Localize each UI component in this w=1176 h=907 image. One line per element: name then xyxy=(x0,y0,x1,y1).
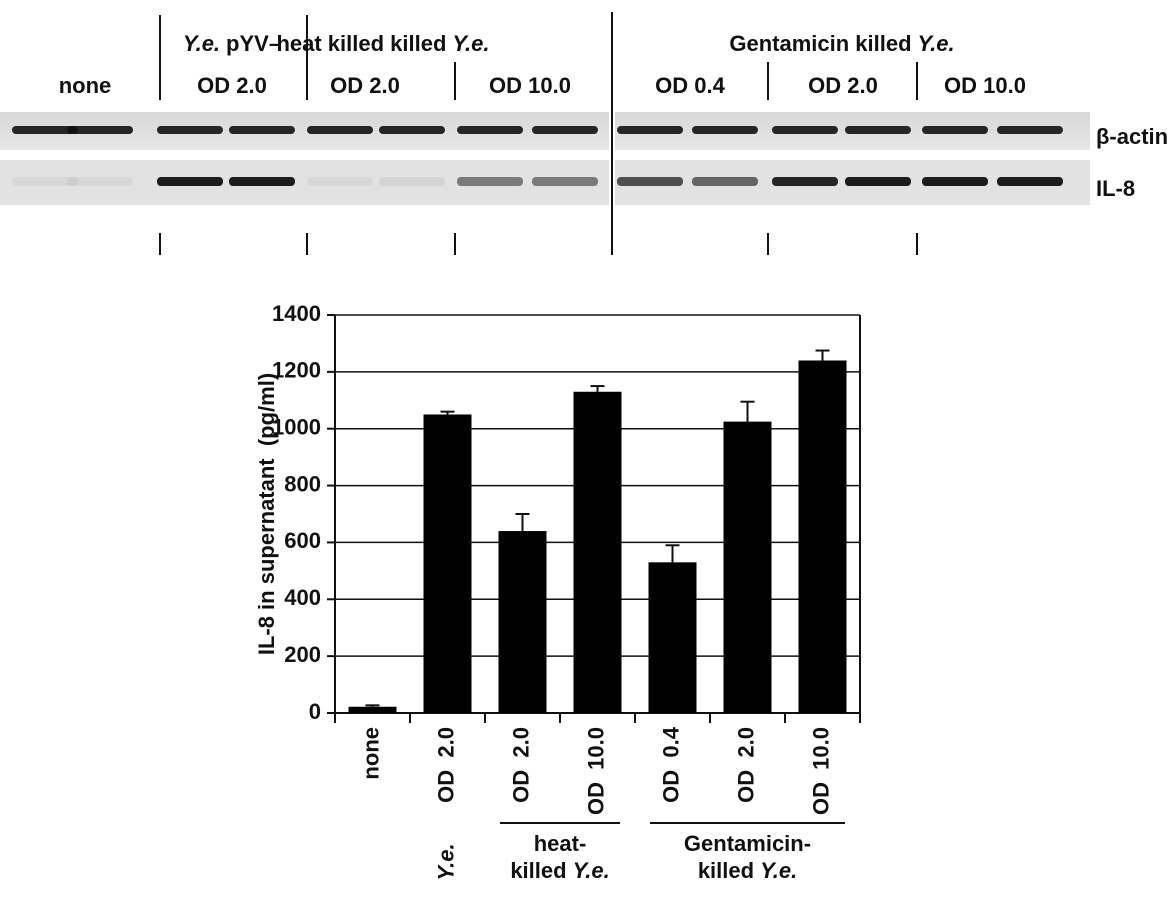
condition-label: OD 2.0 xyxy=(808,73,878,98)
figure: Y.e.pYV–heat killed killedY.e.Gentamicin… xyxy=(0,0,1176,907)
group-label-part: pYV– xyxy=(226,31,281,56)
band xyxy=(457,177,523,186)
bar xyxy=(574,392,622,713)
x-tick-label: OD 2.0 xyxy=(508,727,533,803)
x-tick-label: OD 2.0 xyxy=(433,727,458,803)
band xyxy=(922,126,988,134)
condition-label: OD 2.0 xyxy=(197,73,267,98)
x-tick-label: OD 0.4 xyxy=(658,726,683,803)
condition-label: OD 2.0 xyxy=(330,73,400,98)
band xyxy=(922,177,988,186)
band xyxy=(307,177,373,186)
band xyxy=(617,126,683,134)
group-label-part: killed xyxy=(698,858,754,883)
group-label: heat- xyxy=(534,831,587,856)
group-label-part: Y.e. xyxy=(918,31,955,56)
band xyxy=(845,177,911,186)
x-tick-label: OD 2.0 xyxy=(733,727,758,803)
row-label: IL-8 xyxy=(1096,176,1135,201)
band xyxy=(692,177,758,186)
bar xyxy=(349,707,397,713)
band xyxy=(532,126,598,134)
band xyxy=(532,177,598,186)
condition-label: OD 10.0 xyxy=(489,73,571,98)
group-label: Y.e. xyxy=(433,843,458,880)
band xyxy=(772,126,838,134)
group-label-part: Y.e. xyxy=(452,31,489,56)
band xyxy=(617,177,683,186)
group-label: killed Y.e. xyxy=(510,858,609,883)
band xyxy=(67,177,133,186)
y-tick-label: 0 xyxy=(309,699,321,724)
band xyxy=(229,177,295,186)
band xyxy=(157,126,223,134)
bar xyxy=(724,422,772,713)
bar-chart: 0 200 400 600 800 1000 1200 1400 IL-8 in superna… xyxy=(254,301,860,883)
band xyxy=(997,177,1063,186)
band xyxy=(379,126,445,134)
y-tick-label: 800 xyxy=(284,471,321,496)
group-label-part: Y.e. xyxy=(183,31,220,56)
band xyxy=(997,126,1063,134)
band xyxy=(457,126,523,134)
group-label-part: heat killed killed xyxy=(276,31,446,56)
bar xyxy=(424,415,472,714)
condition-label: OD 10.0 xyxy=(944,73,1026,98)
x-tick-label: none xyxy=(358,727,383,780)
y-tick-label: 400 xyxy=(284,585,321,610)
y-tick-label: 600 xyxy=(284,528,321,553)
band xyxy=(379,177,445,186)
x-tick-label: OD 10.0 xyxy=(808,727,833,815)
bar xyxy=(649,562,697,713)
band xyxy=(157,177,223,186)
y-tick-label: 1000 xyxy=(272,415,321,440)
band xyxy=(845,126,911,134)
group-label: Gentamicin- xyxy=(684,831,811,856)
x-tick-label: OD 10.0 xyxy=(583,727,608,815)
band xyxy=(67,126,133,134)
band xyxy=(307,126,373,134)
y-tick-label: 1200 xyxy=(272,358,321,383)
row-label: β-actin xyxy=(1096,124,1168,149)
band xyxy=(229,126,295,134)
y-tick-label: 1400 xyxy=(272,301,321,326)
group-label: Y.e.pYV– xyxy=(183,31,281,56)
condition-label: none xyxy=(59,73,112,98)
band xyxy=(692,126,758,134)
group-label-part: killed xyxy=(510,858,566,883)
group-label-part: Y.e. xyxy=(760,858,797,883)
y-axis-title: IL-8 in supernatant (pg/ml) xyxy=(254,373,279,655)
condition-label: OD 0.4 xyxy=(655,73,725,98)
band xyxy=(772,177,838,186)
bar xyxy=(499,531,547,713)
group-label-part: Gentamicin killed xyxy=(729,31,911,56)
group-label: Gentamicin killed Y.e. xyxy=(729,31,954,56)
group-label-part: Y.e. xyxy=(573,858,610,883)
y-tick-label: 200 xyxy=(284,642,321,667)
bar xyxy=(799,360,847,713)
